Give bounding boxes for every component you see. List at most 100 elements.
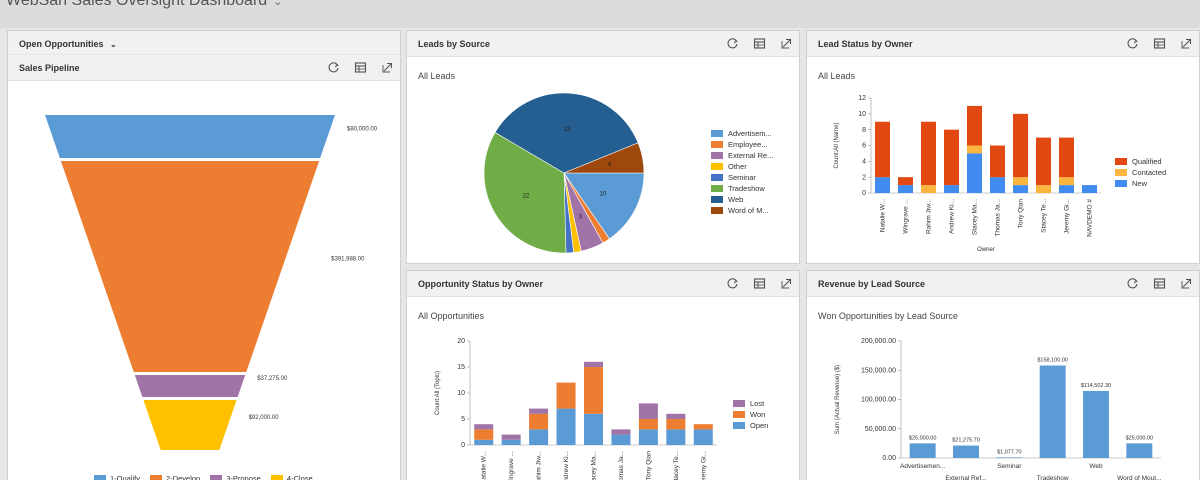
- bar-segment: [1059, 177, 1074, 186]
- bar-segment: [1082, 185, 1097, 193]
- panel-title: Leads by Source: [418, 39, 491, 49]
- legend-swatch: [733, 422, 745, 429]
- y-tick-label: 8: [862, 127, 866, 134]
- view-selector[interactable]: Open Opportunities ⌄: [19, 39, 117, 49]
- x-tick-label: Wingrave ...: [508, 451, 515, 480]
- funnel-segment: [143, 400, 237, 450]
- legend-label: Other: [728, 162, 747, 171]
- refresh-icon[interactable]: [1126, 37, 1139, 50]
- chart-subtitle: Won Opportunities by Lead Source: [818, 311, 958, 321]
- legend-item[interactable]: 2-Develop: [150, 474, 200, 480]
- bar-segment: [584, 367, 603, 414]
- panel-header: Opportunity Status by Owner: [407, 271, 799, 297]
- legend-item[interactable]: Employee...: [711, 139, 773, 150]
- refresh-icon[interactable]: [726, 277, 739, 290]
- funnel-segment: [134, 375, 246, 397]
- panel-actions: [726, 37, 793, 51]
- legend-item[interactable]: Qualified: [1115, 156, 1166, 167]
- x-tick-label: Andrew Ki...: [949, 199, 956, 234]
- legend-item[interactable]: Web: [711, 194, 773, 205]
- legend-item[interactable]: Open: [733, 420, 768, 431]
- bar-segment: [898, 185, 913, 193]
- pie-data-label: 23: [564, 127, 571, 133]
- chart-subtitle: All Leads: [418, 71, 456, 81]
- bar-data-label: $1,077.70: [997, 449, 1021, 455]
- y-tick-label: 10: [457, 390, 465, 397]
- bar-segment: [584, 361, 603, 367]
- x-tick-label: Wingrave ...: [903, 199, 910, 234]
- expand-icon[interactable]: [780, 277, 793, 290]
- bar-data-label: $21,275.70: [952, 438, 980, 444]
- legend-label: Won: [750, 410, 766, 419]
- refresh-icon[interactable]: [1126, 277, 1139, 290]
- expand-icon[interactable]: [780, 37, 793, 50]
- expand-icon[interactable]: [1180, 277, 1193, 290]
- legend-swatch: [1115, 180, 1127, 187]
- open-grid-icon[interactable]: [1153, 37, 1166, 50]
- bar-segment: [921, 121, 936, 186]
- bar-segment: [990, 177, 1005, 193]
- chevron-down-icon[interactable]: ⌄: [110, 40, 117, 49]
- legend-swatch: [711, 185, 723, 192]
- expand-icon[interactable]: [381, 61, 394, 74]
- panel-actions: [327, 61, 394, 75]
- legend-item[interactable]: 4-Close: [270, 474, 313, 480]
- bar-segment: [638, 419, 658, 430]
- x-tick-label: NAVDEMO #: [1087, 199, 1094, 237]
- open-grid-icon[interactable]: [753, 277, 766, 290]
- panel-title: Sales Pipeline: [19, 63, 80, 73]
- y-tick-label: 10: [858, 111, 866, 118]
- legend-item[interactable]: Seminar: [711, 172, 773, 183]
- chart-subtitle: All Leads: [818, 71, 856, 81]
- x-tick-label: Tony Qian: [645, 451, 652, 480]
- legend-item[interactable]: Word of M...: [711, 205, 773, 216]
- legend-item[interactable]: 3-Propose: [210, 474, 261, 480]
- legend-swatch: [711, 152, 723, 159]
- legend-item[interactable]: Lost: [733, 398, 768, 409]
- refresh-icon[interactable]: [726, 37, 739, 50]
- pie-slice: [563, 142, 645, 174]
- panel-header: Revenue by Lead Source: [807, 271, 1199, 297]
- legend-label: Word of M...: [728, 206, 769, 215]
- chevron-down-icon[interactable]: ⌄: [273, 0, 283, 8]
- expand-icon[interactable]: [1180, 37, 1193, 50]
- view-selector-bar: Open Opportunities ⌄: [8, 31, 400, 55]
- x-tick-label: Advertisemen...: [900, 463, 945, 470]
- x-tick-label: Andrew Ki...: [563, 451, 570, 480]
- bar-segment: [474, 439, 494, 445]
- dashboard-title-text: WebSan Sales Oversight Dashboard: [6, 0, 268, 9]
- legend-item[interactable]: 1-Qualify: [94, 474, 140, 480]
- y-tick-label: 200,000.00: [861, 338, 896, 345]
- x-tick-label: Seminar: [997, 463, 1022, 470]
- dashboard-title[interactable]: WebSan Sales Oversight Dashboard ⌄: [6, 0, 282, 10]
- legend-item[interactable]: New: [1115, 178, 1166, 189]
- refresh-icon[interactable]: [327, 61, 340, 74]
- x-tick-label: Thomas Ja...: [995, 199, 1002, 237]
- legend-label: External Re...: [728, 151, 774, 160]
- panel-actions: [1126, 37, 1193, 51]
- legend-item[interactable]: Advertisem...: [711, 128, 773, 139]
- x-tick-label: Jeremy Gi...: [700, 451, 707, 480]
- x-tick-label: External Ref...: [945, 475, 986, 480]
- legend-item[interactable]: Contacted: [1115, 167, 1166, 178]
- lead-status-chart: 0 2 4 6 8 10 12 Natalie W... Wingrave ... Rahim J…: [834, 95, 1101, 253]
- legend-item[interactable]: Won: [733, 409, 768, 420]
- legend-item[interactable]: Tradeshow: [711, 183, 773, 194]
- open-grid-icon[interactable]: [1153, 277, 1166, 290]
- legend-label: Employee...: [728, 140, 768, 149]
- open-grid-icon[interactable]: [354, 61, 367, 74]
- pie-data-label: 4: [608, 162, 612, 168]
- bar-segment: [1036, 137, 1051, 186]
- legend-item[interactable]: External Re...: [711, 150, 773, 161]
- y-tick-label: 0: [461, 442, 465, 449]
- legend-item[interactable]: Other: [711, 161, 773, 172]
- legend-label: Tradeshow: [728, 184, 765, 193]
- lead-status-legend: Qualified Contacted New: [1115, 156, 1166, 189]
- bar-segment: [1013, 177, 1028, 186]
- pie-data-label: 3: [579, 214, 583, 220]
- bar-segment: [556, 408, 576, 445]
- legend-swatch: [270, 475, 283, 480]
- y-tick-label: 20: [457, 338, 465, 345]
- pie-data-label: 22: [523, 193, 530, 199]
- open-grid-icon[interactable]: [753, 37, 766, 50]
